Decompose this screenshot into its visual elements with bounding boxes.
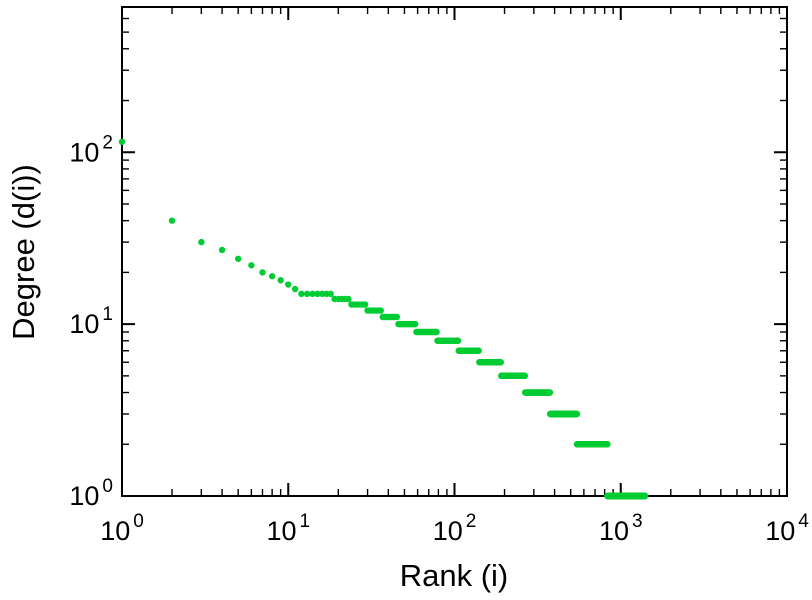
x-axis-label: Rank (i): [400, 558, 509, 593]
y-axis-label: Degree (d(i)): [6, 164, 41, 340]
x-tick-label: 10 0: [100, 511, 144, 546]
x-tick-label: 10 2: [433, 511, 477, 546]
y-tick-label: 10 2: [69, 132, 113, 167]
x-tick-label: 10 1: [266, 511, 310, 546]
axis-tick-labels: 10 0 10 1 10 2 10 3 10 4 10 0 10 1 10 2: [69, 132, 809, 546]
scatter-points: [118, 138, 649, 500]
y-tick-label: 10 1: [69, 304, 113, 339]
y-tick-label: 10 0: [69, 476, 113, 511]
x-tick-label: 10 3: [599, 511, 643, 546]
x-tick-label: 10 4: [765, 511, 809, 546]
axis-ticks: [121, 6, 788, 497]
